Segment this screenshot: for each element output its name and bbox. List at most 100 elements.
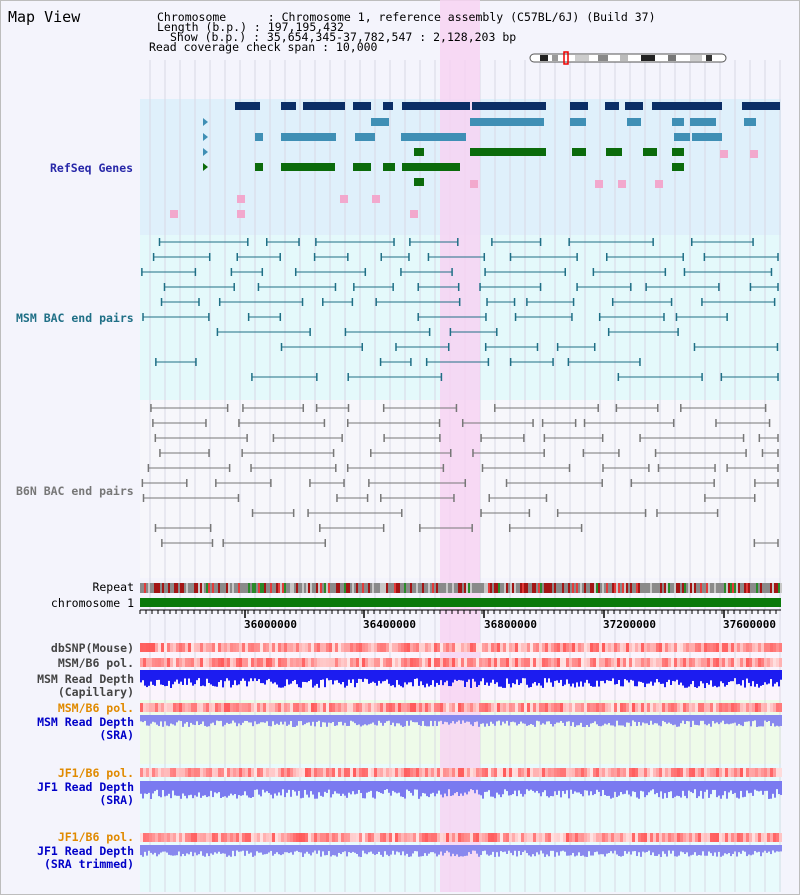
- gene-exon: [281, 163, 303, 171]
- repeat-mark: [234, 583, 236, 593]
- read-depth-bar: [618, 781, 620, 796]
- polymorphism-heat-cell: [620, 643, 623, 652]
- polymorphism-heat-cell: [584, 658, 587, 667]
- read-depth-bar: [258, 715, 260, 724]
- msm-depth-cap-label-2: (Capillary): [57, 685, 134, 699]
- ideogram-band: [690, 55, 702, 61]
- polymorphism-heat-cell: [632, 768, 635, 777]
- read-depth-bar: [222, 670, 224, 688]
- read-depth-bar: [644, 670, 646, 688]
- read-depth-bar: [338, 845, 340, 853]
- polymorphism-heat-cell: [410, 703, 413, 712]
- polymorphism-heat-cell: [218, 833, 221, 842]
- polymorphism-heat-cell: [290, 768, 293, 777]
- polymorphism-heat-cell: [542, 768, 545, 777]
- polymorphism-heat-cell: [362, 703, 365, 712]
- read-depth-bar: [366, 845, 368, 855]
- polymorphism-heat-cell: [158, 833, 161, 842]
- polymorphism-heat-cell: [296, 703, 299, 712]
- polymorphism-heat-cell: [230, 703, 233, 712]
- polymorphism-heat-cell: [209, 703, 212, 712]
- polymorphism-heat-cell: [191, 768, 194, 777]
- polymorphism-heat-cell: [224, 643, 227, 652]
- read-depth-bar: [710, 715, 712, 727]
- read-depth-bar: [704, 845, 706, 856]
- polymorphism-heat-cell: [752, 768, 755, 777]
- read-depth-bar: [170, 845, 172, 856]
- polymorphism-heat-cell: [596, 768, 599, 777]
- read-depth-bar: [570, 781, 572, 790]
- polymorphism-heat-cell: [191, 643, 194, 652]
- read-depth-bar: [528, 845, 530, 856]
- polymorphism-heat-cell: [530, 703, 533, 712]
- repeat-mark: [608, 583, 610, 593]
- read-depth-bar: [514, 781, 516, 791]
- read-depth-bar: [774, 781, 776, 798]
- read-depth-bar: [598, 670, 600, 687]
- read-depth-bar: [462, 781, 464, 796]
- polymorphism-heat-cell: [647, 833, 650, 842]
- polymorphism-heat-cell: [671, 703, 674, 712]
- polymorphism-heat-cell: [488, 768, 491, 777]
- polymorphism-heat-cell: [632, 833, 635, 842]
- polymorphism-heat-cell: [521, 643, 524, 652]
- read-depth-bar: [750, 670, 752, 687]
- polymorphism-heat-cell: [434, 643, 437, 652]
- read-depth-bar: [156, 715, 158, 725]
- read-depth-bar: [302, 670, 304, 682]
- read-depth-bar: [570, 670, 572, 687]
- read-depth-bar: [314, 845, 316, 851]
- read-depth-bar: [632, 715, 634, 721]
- repeat-mark: [740, 583, 742, 593]
- gene-pseudo: [750, 150, 758, 158]
- read-depth-bar: [290, 781, 292, 797]
- read-depth-bar: [694, 715, 696, 725]
- read-depth-bar: [702, 845, 704, 852]
- read-depth-bar: [338, 781, 340, 794]
- read-depth-bar: [474, 845, 476, 851]
- polymorphism-heat-cell: [755, 833, 758, 842]
- repeat-mark: [304, 583, 306, 593]
- msm-bac-label[interactable]: MSM BAC end pairs: [16, 311, 134, 325]
- read-depth-bar: [276, 781, 278, 796]
- polymorphism-heat-cell: [764, 768, 767, 777]
- repeat-mark: [576, 583, 578, 593]
- polymorphism-heat-cell: [665, 658, 668, 667]
- repeat-mark: [522, 583, 524, 593]
- read-depth-bar: [550, 781, 552, 797]
- polymorphism-heat-cell: [443, 643, 446, 652]
- polymorphism-heat-cell: [383, 658, 386, 667]
- read-depth-bar: [754, 670, 756, 687]
- read-depth-bar: [444, 845, 446, 853]
- polymorphism-heat-cell: [401, 833, 404, 842]
- polymorphism-heat-cell: [758, 833, 761, 842]
- polymorphism-heat-cell: [470, 658, 473, 667]
- polymorphism-heat-cell: [473, 768, 476, 777]
- repeat-mark: [534, 583, 536, 593]
- polymorphism-heat-cell: [152, 643, 155, 652]
- refseq-genes-label[interactable]: RefSeq Genes: [50, 161, 134, 175]
- repeat-mark: [436, 583, 438, 593]
- read-depth-bar: [752, 670, 754, 682]
- repeat-mark: [524, 583, 526, 593]
- read-depth-bar: [262, 670, 264, 684]
- read-depth-bar: [174, 845, 176, 856]
- read-depth-bar: [174, 670, 176, 682]
- polymorphism-heat-cell: [167, 658, 170, 667]
- read-depth-bar: [260, 715, 262, 723]
- repeat-mark: [404, 583, 406, 593]
- read-depth-bar: [298, 845, 300, 853]
- b6n-bac-label[interactable]: B6N BAC end pairs: [16, 484, 134, 498]
- read-depth-bar: [432, 670, 434, 681]
- read-depth-bar: [674, 781, 676, 797]
- read-depth-bar: [756, 845, 758, 853]
- repeat-mark: [172, 583, 174, 593]
- read-depth-bar: [350, 781, 352, 795]
- read-depth-bar: [504, 845, 506, 852]
- repeat-mark: [298, 583, 300, 593]
- repeat-mark: [490, 583, 492, 593]
- ideogram-band: [706, 55, 712, 61]
- polymorphism-heat-cell: [401, 768, 404, 777]
- read-depth-bar: [156, 670, 158, 680]
